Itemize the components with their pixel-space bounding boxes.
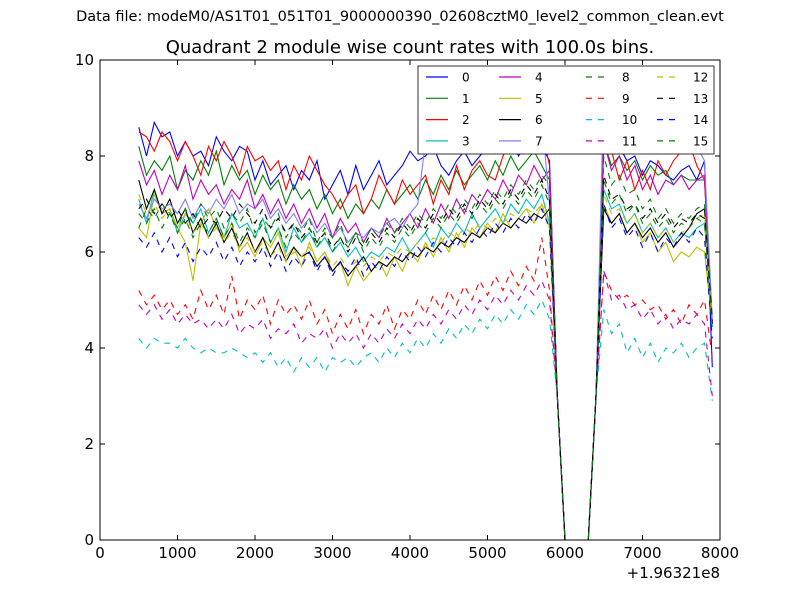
series-line-15 [138,179,713,541]
legend-item-10: 10 [586,113,637,127]
x-tick-label: 1000 [158,544,196,562]
legend-label: 7 [535,134,543,148]
series-line-12 [138,194,713,541]
series-line-4 [138,141,713,541]
legend-item-15: 15 [657,134,708,148]
legend-item-0: 0 [426,71,470,85]
y-tick-label: 10 [75,51,94,69]
series-line-11 [138,271,713,541]
legend-label: 2 [462,113,470,127]
y-tick-label: 0 [84,531,94,549]
legend-label: 9 [622,92,630,106]
legend-item-14: 14 [657,113,708,127]
legend-label: 1 [462,92,470,106]
legend-label: 8 [622,71,630,85]
series-line-2 [138,79,713,541]
legend-label: 3 [462,134,470,148]
legend-item-2: 2 [426,113,470,127]
legend-item-8: 8 [586,71,630,85]
legend-item-12: 12 [657,71,708,85]
x-tick-label: 3000 [313,544,351,562]
series-line-8 [138,155,713,541]
x-tick-label: 0 [95,544,105,562]
x-tick-label: 2000 [236,544,274,562]
x-tick-label: 8000 [701,544,739,562]
legend-item-9: 9 [586,92,630,106]
legend-item-1: 1 [426,92,470,106]
legend-item-11: 11 [586,134,637,148]
legend-label: 15 [693,134,708,148]
x-tick-label: 6000 [546,544,584,562]
x-tick-label: 7000 [623,544,661,562]
legend-item-5: 5 [499,92,543,106]
data-file-suptitle: Data file: modeM0/AS1T01_051T01_90000003… [76,9,724,25]
legend-item-13: 13 [657,92,708,106]
series-layer [138,73,713,541]
legend-item-6: 6 [499,113,543,127]
series-line-10 [138,298,713,541]
x-tick-label: 5000 [468,544,506,562]
series-line-0 [138,120,713,541]
legend-label: 13 [693,92,708,106]
legend-item-7: 7 [499,134,543,148]
series-line-9 [138,237,713,541]
legend-item-4: 4 [499,71,543,85]
series-line-1 [138,141,713,541]
series-line-13 [138,175,713,541]
legend-label: 4 [535,71,543,85]
legend-label: 0 [462,71,470,85]
y-tick-label: 6 [84,243,94,261]
series-line-5 [138,192,713,541]
legend-label: 6 [535,113,543,127]
legend-label: 14 [693,113,708,127]
x-offset-label: +1.96321e8 [627,564,720,582]
legend-box [417,65,715,155]
y-tick-label: 8 [84,147,94,165]
x-tick-label: 4000 [391,544,429,562]
chart-title: Quadrant 2 module wise count rates with … [166,37,655,58]
series-line-14 [138,203,713,541]
legend-label: 12 [693,71,708,85]
legend-label: 10 [622,113,637,127]
y-tick-label: 4 [84,339,94,357]
legend-label: 5 [535,92,543,106]
legend-item-3: 3 [426,134,470,148]
legend-label: 11 [622,134,637,148]
y-tick-label: 2 [84,435,94,453]
